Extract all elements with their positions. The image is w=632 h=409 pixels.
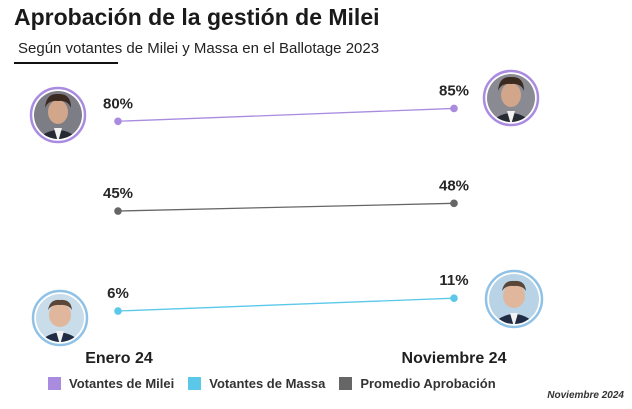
category-label-2: Noviembre 24 <box>402 350 507 367</box>
series-line-promedio <box>117 202 455 212</box>
milei-avatar-end <box>482 69 540 127</box>
legend-item-promedio: Promedio Aprobación <box>339 376 496 391</box>
data-point-massa-1 <box>114 307 122 315</box>
data-point-milei-1 <box>114 117 122 126</box>
legend-swatch-promedio <box>339 377 353 390</box>
massa-avatar-start <box>31 289 89 347</box>
legend-item-milei: Votantes de Milei <box>48 376 174 391</box>
chart-title: Aprobación de la gestión de Milei <box>14 4 380 30</box>
series-layer <box>114 104 458 315</box>
data-label-massa-2: 11% <box>439 272 468 289</box>
data-point-massa-2 <box>450 294 458 302</box>
legend: Votantes de Milei Votantes de Massa Prom… <box>48 376 510 391</box>
legend-label-promedio: Promedio Aprobación <box>360 376 496 391</box>
data-label-layer: 80% 85% 45% 48% 6% 11% <box>103 82 469 302</box>
date-note: Noviembre 2024 <box>547 390 624 401</box>
series-line-milei <box>117 107 455 122</box>
legend-swatch-milei <box>48 377 61 390</box>
legend-label-milei: Votantes de Milei <box>69 376 175 391</box>
series-line-massa <box>117 297 455 312</box>
category-label-layer: Enero 24 Noviembre 24 <box>85 350 506 367</box>
milei-avatar-start <box>29 86 87 144</box>
data-point-milei-2 <box>450 104 458 113</box>
data-point-promedio-2 <box>450 199 458 208</box>
massa-avatar-end <box>484 269 544 329</box>
data-label-milei-1: 80% <box>103 95 133 112</box>
data-point-promedio-1 <box>114 207 122 215</box>
legend-swatch-massa <box>188 377 202 390</box>
data-label-massa-1: 6% <box>107 285 129 302</box>
data-label-milei-2: 85% <box>439 82 469 99</box>
legend-label-massa: Votantes de Massa <box>209 376 326 391</box>
chart-subtitle: Según votantes de Milei y Massa en el Ba… <box>18 40 380 57</box>
subtitle-underline <box>14 62 118 64</box>
legend-item-massa: Votantes de Massa <box>188 376 325 391</box>
category-label-1: Enero 24 <box>85 350 153 367</box>
data-label-promedio-2: 48% <box>439 177 469 194</box>
data-label-promedio-1: 45% <box>103 185 133 202</box>
